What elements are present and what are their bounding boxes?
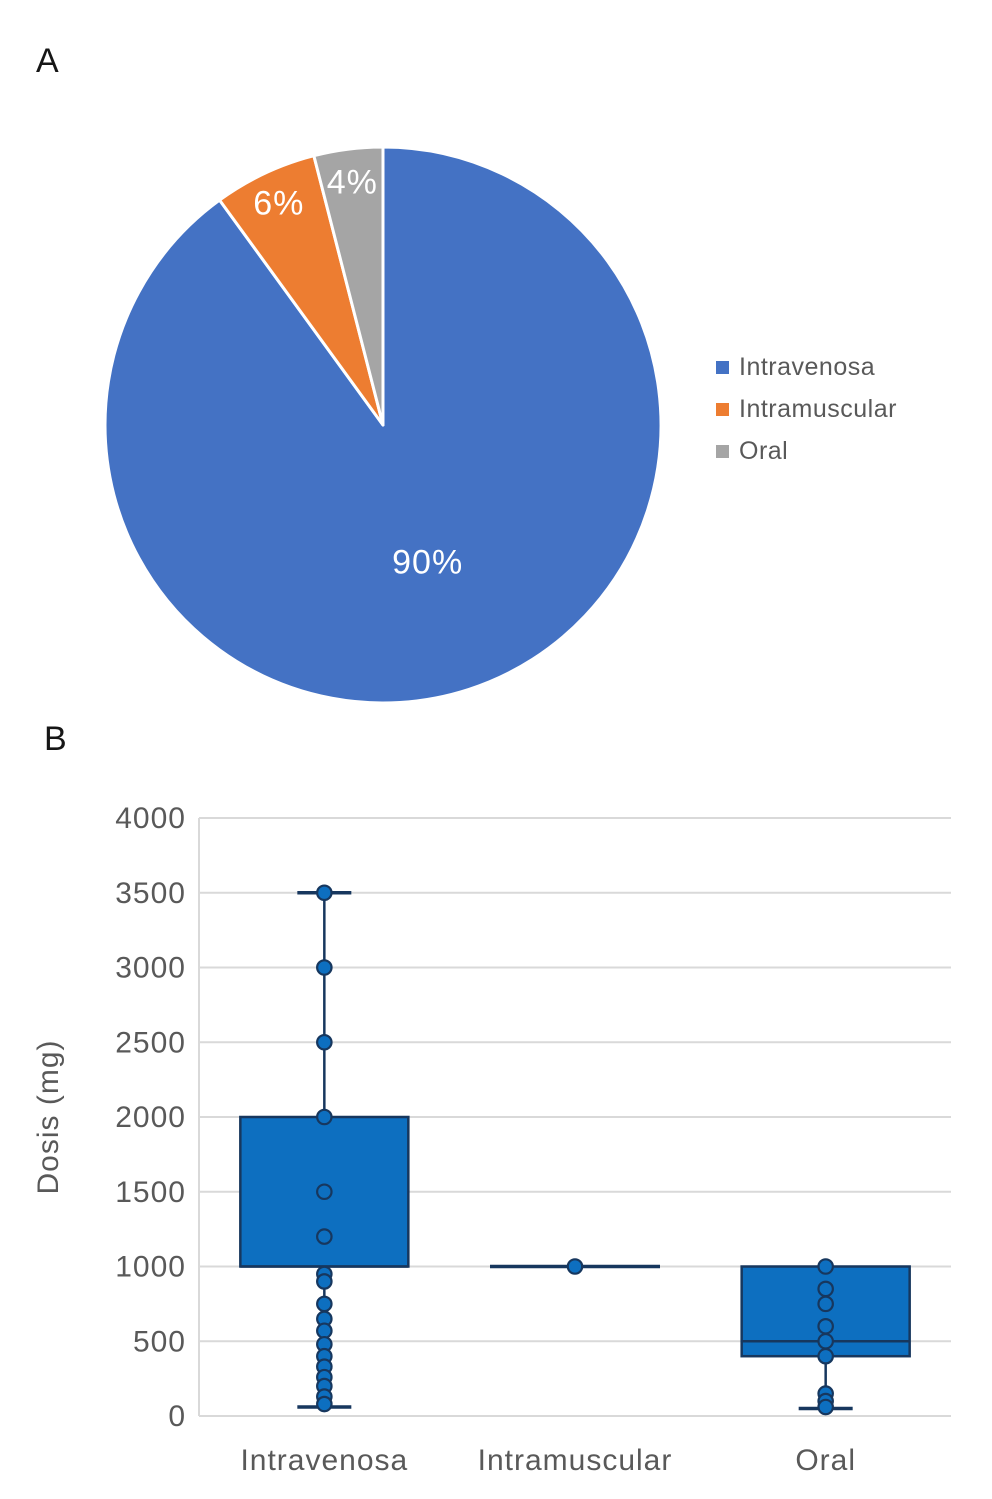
y-tick-label-4000: 4000 bbox=[115, 802, 186, 835]
data-point-1000 bbox=[817, 1258, 834, 1275]
data-point-2500 bbox=[316, 1033, 333, 1051]
x-category-label-intramuscular: Intramuscular bbox=[478, 1444, 673, 1477]
data-point-3000 bbox=[316, 959, 333, 976]
box-plot: 0 500 1000 1500 2000 2500 3000 3500 4000 Dosis (m… bbox=[32, 802, 951, 1477]
data-point-2000 bbox=[316, 1108, 333, 1126]
data-point-750 bbox=[316, 1295, 333, 1313]
box-intramuscular bbox=[490, 1258, 660, 1275]
data-points bbox=[316, 884, 333, 1413]
data-point-1200 bbox=[316, 1228, 333, 1245]
y-tick-label-1500: 1500 bbox=[115, 1176, 186, 1209]
legend-label-oral: Oral bbox=[739, 436, 789, 465]
panel-b-label: B bbox=[44, 720, 67, 758]
y-tick-label-1000: 1000 bbox=[115, 1251, 186, 1284]
pie-data-label-oral: 4% bbox=[327, 163, 378, 201]
pie-data-label-intramuscular: 6% bbox=[253, 185, 304, 223]
data-point-500 bbox=[817, 1332, 834, 1350]
data-points bbox=[566, 1258, 584, 1275]
data-point-1500 bbox=[316, 1183, 333, 1201]
data-point-80 bbox=[316, 1395, 333, 1413]
y-tick-label-2000: 2000 bbox=[115, 1101, 186, 1134]
legend-item-intramuscular: Intramuscular bbox=[716, 394, 897, 424]
x-category-label-intravenosa: Intravenosa bbox=[240, 1444, 408, 1477]
legend-label-intramuscular: Intramuscular bbox=[739, 394, 897, 423]
y-tick-label-3000: 3000 bbox=[115, 952, 186, 985]
y-axis-ticks: 0 500 1000 1500 2000 2500 3000 3500 4000 bbox=[115, 802, 186, 1433]
data-point-60 bbox=[817, 1398, 834, 1416]
data-point-850 bbox=[817, 1280, 834, 1298]
data-point-750 bbox=[817, 1295, 834, 1313]
legend-label-intravenosa: Intravenosa bbox=[739, 352, 876, 381]
box-intravenosa bbox=[239, 884, 410, 1413]
y-axis-title: Dosis (mg) bbox=[32, 1039, 65, 1194]
y-tick-label-0: 0 bbox=[168, 1400, 186, 1433]
legend-swatch-intramuscular-icon bbox=[716, 402, 729, 416]
pie-chart: 90% 6% 4% bbox=[103, 145, 663, 705]
pie-slice-oral bbox=[312, 145, 385, 427]
data-points bbox=[817, 1258, 834, 1416]
x-category-label-oral: Oral bbox=[795, 1444, 856, 1477]
y-tick-label-2500: 2500 bbox=[115, 1026, 186, 1059]
data-point-400 bbox=[817, 1347, 834, 1365]
pie-data-label-intravenosa: 90% bbox=[392, 543, 463, 581]
data-point-600 bbox=[817, 1318, 834, 1335]
legend-item-intravenosa: Intravenosa bbox=[716, 352, 897, 382]
data-point-1000 bbox=[566, 1258, 584, 1275]
box-oral bbox=[740, 1258, 911, 1416]
legend-swatch-oral-icon bbox=[716, 444, 729, 458]
data-point-570 bbox=[316, 1322, 333, 1340]
y-tick-label-500: 500 bbox=[133, 1325, 186, 1358]
legend-item-oral: Oral bbox=[716, 436, 897, 466]
panel-a-label: A bbox=[36, 42, 59, 80]
y-tick-label-3500: 3500 bbox=[115, 877, 186, 910]
pie-legend: Intravenosa Intramuscular Oral bbox=[716, 352, 897, 478]
data-point-900 bbox=[316, 1273, 333, 1290]
data-point-3500 bbox=[316, 884, 333, 902]
legend-swatch-intravenosa-icon bbox=[716, 360, 729, 374]
